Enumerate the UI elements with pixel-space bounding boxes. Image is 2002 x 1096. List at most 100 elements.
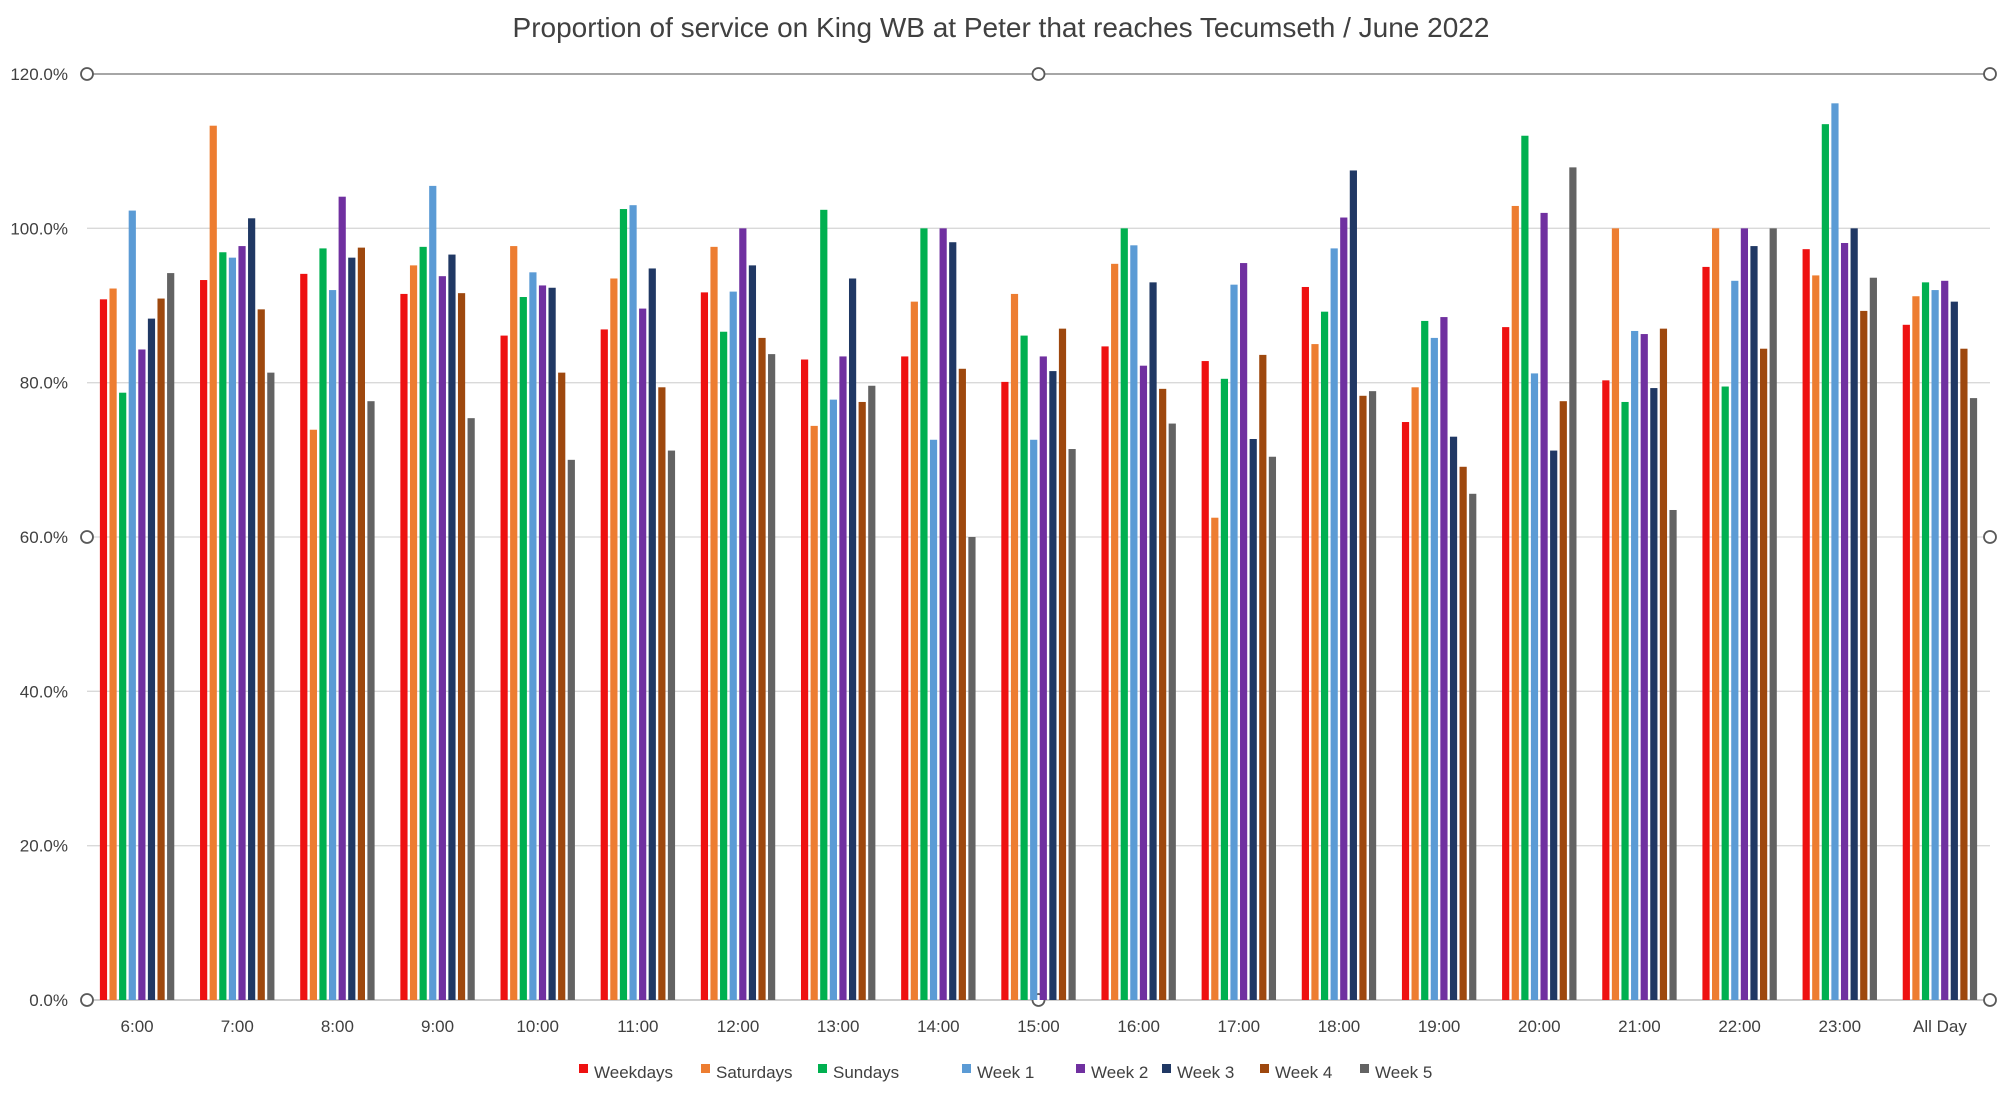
bar: [1521, 135, 1529, 1000]
bar: [949, 242, 957, 1000]
legend-label: Saturdays: [716, 1063, 793, 1082]
bar: [1449, 436, 1458, 1000]
bar: [519, 297, 527, 1000]
bar: [1111, 263, 1119, 1001]
bar: [1912, 296, 1920, 1000]
bar: [200, 280, 208, 1000]
resize-handle[interactable]: [80, 993, 94, 1007]
bar: [138, 349, 146, 1000]
bar: [1068, 449, 1076, 1000]
bar: [99, 299, 108, 1000]
x-tick-label: 23:00: [1818, 1017, 1861, 1036]
resize-handle[interactable]: [1983, 67, 1997, 81]
resize-handle[interactable]: [1983, 993, 1997, 1007]
bar: [1602, 380, 1610, 1000]
y-tick-label: 120.0%: [10, 65, 68, 84]
bar: [119, 392, 127, 1000]
legend-label: Week 5: [1375, 1063, 1432, 1082]
bar: [257, 309, 265, 1000]
x-tick-label: 15:00: [1017, 1017, 1060, 1036]
bar: [1850, 228, 1858, 1001]
bar: [357, 247, 365, 1000]
bar: [1712, 228, 1720, 1001]
bar: [1440, 317, 1448, 1000]
legend-label: Week 1: [977, 1063, 1034, 1082]
bar: [309, 429, 317, 1000]
bar: [1950, 301, 1958, 1000]
bar: [128, 210, 136, 1000]
x-tick-label: 12:00: [717, 1017, 760, 1036]
bar: [729, 291, 737, 1000]
bars: [99, 103, 1978, 1001]
bar: [567, 459, 575, 1000]
x-tick-label: 13:00: [817, 1017, 860, 1036]
bar: [1330, 248, 1338, 1000]
bar: [1921, 282, 1930, 1001]
resize-handle[interactable]: [1983, 530, 1997, 544]
bar: [1840, 242, 1849, 1000]
bar: [510, 246, 518, 1000]
y-tick-label: 80.0%: [20, 374, 68, 393]
bar: [848, 278, 857, 1000]
legend-swatch: [962, 1064, 971, 1073]
bar: [1540, 212, 1548, 1000]
bar: [457, 293, 466, 1000]
bar: [400, 293, 408, 1000]
x-tick-label: 6:00: [121, 1017, 154, 1036]
bar: [1821, 124, 1829, 1001]
bar: [1721, 386, 1729, 1000]
bar: [820, 209, 828, 1000]
bar: [1168, 423, 1176, 1000]
bar: [367, 401, 375, 1001]
legend-label: Week 4: [1275, 1063, 1332, 1082]
bar: [810, 425, 818, 1000]
bar: [538, 285, 547, 1001]
bar: [219, 252, 227, 1000]
bar: [529, 272, 537, 1000]
y-tick-label: 20.0%: [20, 837, 68, 856]
x-tick-label: 17:00: [1218, 1017, 1261, 1036]
bar: [1130, 245, 1138, 1000]
bar: [1659, 328, 1668, 1000]
x-tick-label: 7:00: [221, 1017, 254, 1036]
bar: [147, 318, 156, 1000]
bar: [558, 372, 566, 1000]
legend-swatch: [701, 1064, 710, 1073]
bar: [800, 359, 809, 1000]
resize-handle[interactable]: [1031, 67, 1046, 81]
bar: [929, 439, 938, 1000]
bar: [1702, 266, 1710, 1001]
bar: [1812, 275, 1820, 1000]
legend-label: Week 2: [1091, 1063, 1148, 1082]
bar: [858, 401, 866, 1000]
bar: [1669, 509, 1677, 1000]
bar: [467, 418, 475, 1000]
bar: [639, 308, 647, 1000]
resize-handle[interactable]: [80, 67, 94, 81]
bar: [409, 265, 418, 1001]
bar: [348, 257, 356, 1000]
bar: [209, 125, 217, 1001]
x-tick-label: 18:00: [1318, 1017, 1361, 1036]
bar: [1902, 324, 1910, 1001]
bar: [1931, 290, 1939, 1001]
bar: [1301, 286, 1309, 1001]
bar: [548, 287, 556, 1000]
y-axis: 0.0% 20.0% 40.0% 60.0% 80.0% 100.0% 120.0%: [10, 65, 68, 1010]
legend-swatch: [1360, 1064, 1369, 1073]
bar: [619, 209, 628, 1000]
x-tick-label: 16:00: [1117, 1017, 1160, 1036]
bar: [1831, 103, 1839, 1000]
bar: [1769, 228, 1777, 1001]
legend-swatch: [579, 1064, 588, 1073]
x-tick-label: 21:00: [1618, 1017, 1661, 1036]
bar: [1058, 328, 1067, 1000]
bar: [629, 205, 637, 1000]
x-tick-label: 10:00: [516, 1017, 559, 1036]
legend: Weekdays Saturdays Sundays Week 1 Week 2 Week…: [579, 1063, 1432, 1082]
bar: [839, 356, 847, 1000]
bar: [748, 265, 757, 1001]
bar: [1020, 335, 1028, 1001]
resize-handle[interactable]: [80, 530, 94, 544]
